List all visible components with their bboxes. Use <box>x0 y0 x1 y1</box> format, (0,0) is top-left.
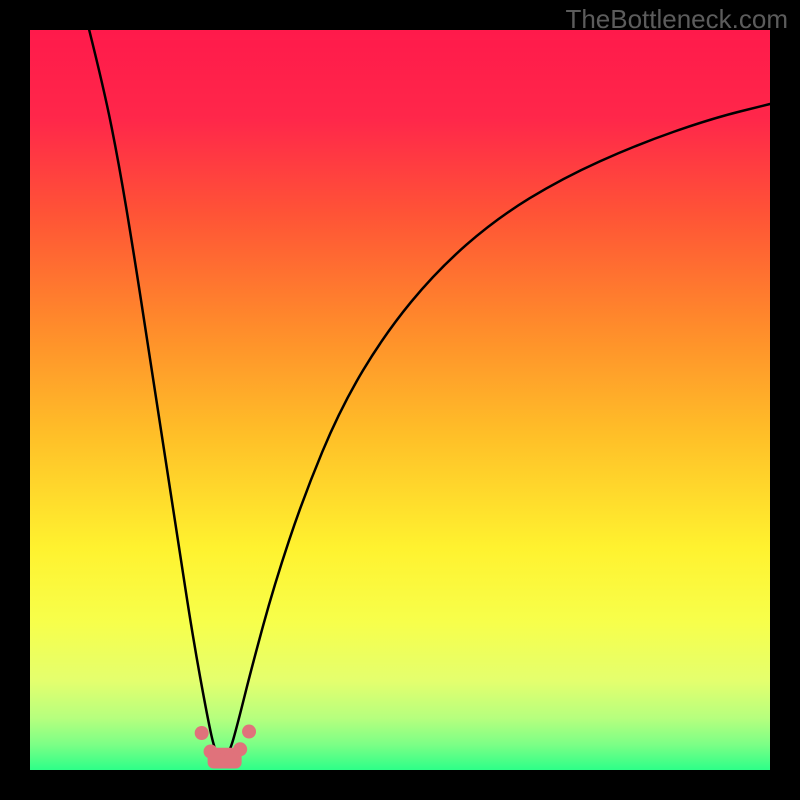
notch-marker <box>223 753 237 767</box>
notch-marker <box>195 726 209 740</box>
notch-marker <box>233 742 247 756</box>
chart-stage: TheBottleneck.com <box>0 0 800 800</box>
plot-background-gradient <box>30 30 770 770</box>
chart-svg <box>0 0 800 800</box>
notch-marker <box>242 725 256 739</box>
watermark-text: TheBottleneck.com <box>565 4 788 35</box>
